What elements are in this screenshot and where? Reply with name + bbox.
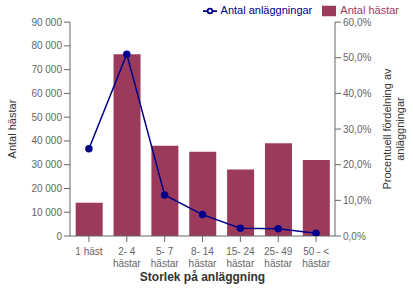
svg-text:50,0%: 50,0% [343, 52, 371, 63]
svg-text:40,0%: 40,0% [343, 88, 371, 99]
svg-text:25- 49hästar: 25- 49hästar [264, 246, 293, 269]
svg-text:5- 7hästar: 5- 7hästar [151, 246, 179, 269]
svg-text:1 häst: 1 häst [75, 246, 102, 257]
svg-text:8- 14hästar: 8- 14hästar [189, 246, 217, 269]
html-text:Antal anläggningar: Antal anläggningar [220, 4, 313, 16]
svg-text:40 000: 40 000 [31, 135, 62, 146]
svg-text:30 000: 30 000 [31, 159, 62, 170]
svg-text:90 000: 90 000 [31, 17, 62, 28]
svg-text:60 000: 60 000 [31, 88, 62, 99]
svg-text:0: 0 [56, 231, 62, 242]
svg-text:50 - <hästar: 50 - <hästar [302, 246, 330, 269]
svg-text:anläggningar: anläggningar [394, 97, 406, 161]
svg-text:Procentuell fördelning av: Procentuell fördelning av [381, 68, 393, 190]
svg-text:Antal hästar: Antal hästar [8, 99, 18, 158]
svg-text:30,0%: 30,0% [343, 124, 371, 135]
html-text:Antal hästar: Antal hästar [340, 4, 399, 16]
svg-text:20,0%: 20,0% [343, 159, 371, 170]
svg-text:2- 4hästar: 2- 4hästar [113, 246, 141, 269]
svg-text:Storlek på anläggning: Storlek på anläggning [140, 270, 265, 284]
svg-text:60,0%: 60,0% [343, 17, 371, 28]
svg-text:80 000: 80 000 [31, 40, 62, 51]
svg-text:10,0%: 10,0% [343, 195, 371, 206]
svg-text:70 000: 70 000 [31, 64, 62, 75]
svg-text:0,0%: 0,0% [343, 231, 366, 242]
svg-text:10 000: 10 000 [31, 207, 62, 218]
svg-text:50 000: 50 000 [31, 112, 62, 123]
svg-text:20 000: 20 000 [31, 183, 62, 194]
svg-text:15- 24hästar: 15- 24hästar [226, 246, 255, 269]
